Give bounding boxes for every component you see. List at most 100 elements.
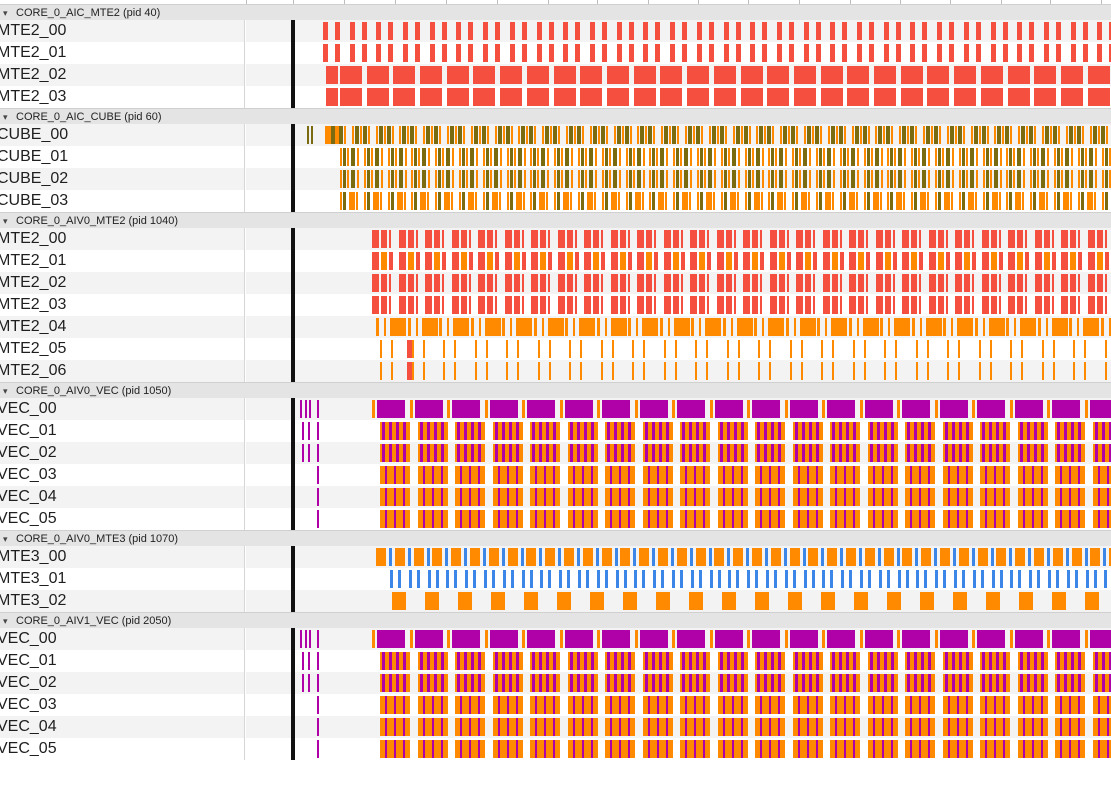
trace-event[interactable] xyxy=(500,88,522,106)
trace-event[interactable] xyxy=(469,274,471,292)
trace-event[interactable] xyxy=(946,274,948,292)
thread-label-cell[interactable]: MTE2_05 xyxy=(0,338,245,360)
thread-label-cell[interactable]: VEC_02 xyxy=(0,442,245,464)
trace-event[interactable] xyxy=(685,510,687,528)
trace-event[interactable] xyxy=(882,510,884,528)
trace-event[interactable] xyxy=(1107,696,1109,714)
trace-event[interactable] xyxy=(986,148,989,166)
trace-event[interactable] xyxy=(1017,274,1023,292)
trace-event[interactable] xyxy=(847,88,869,106)
trace-event[interactable] xyxy=(741,444,744,462)
trace-event[interactable] xyxy=(902,296,909,314)
trace-event[interactable] xyxy=(453,318,469,336)
trace-event[interactable] xyxy=(953,548,956,566)
trace-event[interactable] xyxy=(665,192,667,210)
trace-event[interactable] xyxy=(462,192,465,210)
trace-event[interactable] xyxy=(611,296,618,314)
trace-event[interactable] xyxy=(752,230,758,248)
trace-event[interactable] xyxy=(637,126,639,144)
trace-event[interactable] xyxy=(738,362,740,380)
trace-event[interactable] xyxy=(578,148,580,166)
trace-event[interactable] xyxy=(434,422,437,440)
trace-event[interactable] xyxy=(778,444,781,462)
trace-event[interactable] xyxy=(593,274,599,292)
thread-lane[interactable] xyxy=(0,716,1111,738)
trace-event[interactable] xyxy=(980,674,1010,692)
trace-event[interactable] xyxy=(897,400,900,418)
trace-event[interactable] xyxy=(948,488,950,506)
trace-event[interactable] xyxy=(929,274,936,292)
trace-event[interactable] xyxy=(816,674,819,692)
thread-lane[interactable] xyxy=(0,146,1111,168)
trace-event[interactable] xyxy=(769,510,771,528)
trace-event[interactable] xyxy=(870,674,873,692)
trace-event[interactable] xyxy=(441,696,443,714)
trace-event[interactable] xyxy=(947,340,949,358)
trace-event[interactable] xyxy=(980,422,1010,440)
trace-event[interactable] xyxy=(787,296,789,314)
trace-event[interactable] xyxy=(473,66,495,84)
trace-event[interactable] xyxy=(842,22,847,40)
trace-event[interactable] xyxy=(989,422,992,440)
trace-event[interactable] xyxy=(340,66,362,84)
trace-event[interactable] xyxy=(901,66,923,84)
trace-event[interactable] xyxy=(937,22,942,40)
trace-event[interactable] xyxy=(758,362,760,380)
trace-event[interactable] xyxy=(1097,230,1103,248)
trace-event[interactable] xyxy=(392,592,406,610)
thread-label-cell[interactable]: VEC_02 xyxy=(0,672,245,694)
trace-event[interactable] xyxy=(866,296,868,314)
trace-event[interactable] xyxy=(836,126,838,144)
trace-event[interactable] xyxy=(945,652,948,670)
trace-event[interactable] xyxy=(1042,340,1044,358)
trace-event[interactable] xyxy=(672,126,676,144)
trace-event[interactable] xyxy=(822,570,825,588)
trace-event[interactable] xyxy=(873,718,875,736)
trace-event[interactable] xyxy=(966,422,969,440)
trace-event[interactable] xyxy=(584,252,591,270)
trace-event[interactable] xyxy=(483,148,485,166)
trace-event[interactable] xyxy=(743,274,750,292)
trace-event[interactable] xyxy=(580,66,602,84)
trace-event[interactable] xyxy=(1078,170,1080,188)
trace-event[interactable] xyxy=(1071,422,1074,440)
trace-event[interactable] xyxy=(389,444,392,462)
trace-event[interactable] xyxy=(476,148,478,166)
trace-event[interactable] xyxy=(755,592,769,610)
trace-event[interactable] xyxy=(350,44,355,62)
trace-event[interactable] xyxy=(822,630,825,648)
trace-event[interactable] xyxy=(1095,148,1097,166)
trace-event[interactable] xyxy=(1074,126,1076,144)
trace-event[interactable] xyxy=(846,444,849,462)
trace-event[interactable] xyxy=(939,126,941,144)
trace-event[interactable] xyxy=(823,252,830,270)
trace-event[interactable] xyxy=(882,466,884,484)
trace-event[interactable] xyxy=(942,170,944,188)
trace-event[interactable] xyxy=(1032,696,1034,714)
trace-event[interactable] xyxy=(1035,230,1042,248)
trace-event[interactable] xyxy=(416,252,420,270)
trace-event[interactable] xyxy=(853,718,855,736)
trace-event[interactable] xyxy=(1041,444,1044,462)
trace-event[interactable] xyxy=(891,510,893,528)
trace-event[interactable] xyxy=(1075,570,1078,588)
trace-event[interactable] xyxy=(990,170,992,188)
trace-event[interactable] xyxy=(502,422,505,440)
trace-event[interactable] xyxy=(394,466,396,484)
trace-event[interactable] xyxy=(673,296,679,314)
trace-event[interactable] xyxy=(694,696,696,714)
trace-event[interactable] xyxy=(696,548,706,566)
trace-event[interactable] xyxy=(1018,444,1048,462)
trace-event[interactable] xyxy=(968,192,974,210)
trace-event[interactable] xyxy=(881,148,883,166)
trace-event[interactable] xyxy=(438,170,441,188)
trace-event[interactable] xyxy=(1035,252,1042,270)
trace-event[interactable] xyxy=(760,466,762,484)
trace-event[interactable] xyxy=(385,718,387,736)
trace-event[interactable] xyxy=(743,230,750,248)
trace-event[interactable] xyxy=(1042,126,1044,144)
trace-event[interactable] xyxy=(1071,44,1076,62)
trace-event[interactable] xyxy=(607,422,610,440)
trace-event[interactable] xyxy=(499,192,501,210)
trace-event[interactable] xyxy=(434,674,437,692)
